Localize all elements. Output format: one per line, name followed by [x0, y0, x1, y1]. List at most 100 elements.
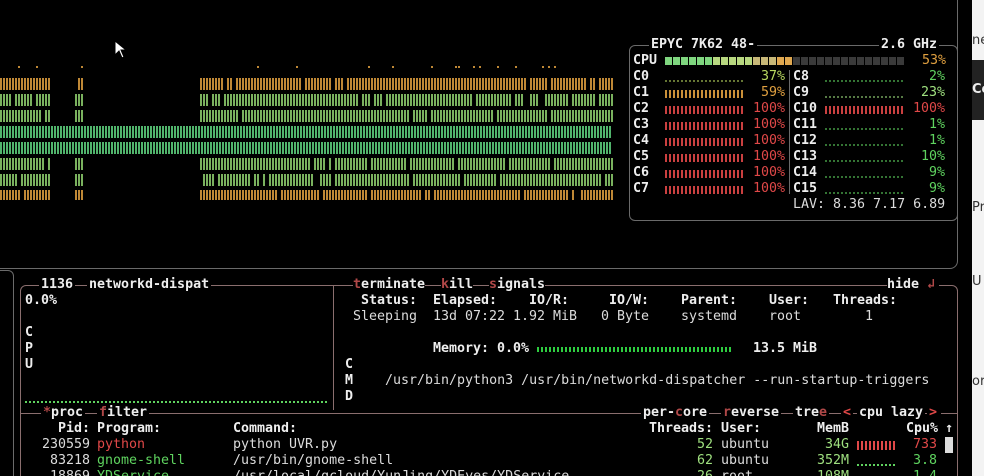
graph-mark [248, 78, 250, 90]
graph-mark [282, 142, 284, 154]
graph-mark [293, 174, 295, 186]
col-command[interactable]: Command: [233, 421, 298, 436]
graph-mark [458, 158, 460, 170]
cpu-total-bar [665, 57, 905, 65]
graph-mark [263, 78, 265, 90]
col-threads[interactable]: Threads: [648, 421, 713, 436]
graph-mark [539, 78, 541, 90]
graph-mark [447, 142, 449, 154]
graph-mark [375, 142, 377, 154]
graph-mark [12, 78, 14, 90]
graph-mark [305, 110, 307, 122]
sort-next-button[interactable]: > [927, 405, 942, 421]
graph-mark [371, 158, 373, 170]
terminate-button[interactable]: terminate [353, 277, 426, 293]
graph-mark [237, 126, 239, 138]
col-cpu[interactable]: Cpu% [905, 421, 938, 436]
graph-mark [330, 142, 332, 154]
graph-mark [453, 126, 455, 138]
sort-direction-icon[interactable]: ↑ [945, 421, 954, 436]
signals-key: s [489, 277, 498, 292]
graph-mark [263, 110, 265, 122]
value-io-w: 0 Byte [601, 309, 650, 324]
graph-mark [213, 142, 215, 154]
graph-mark [108, 142, 110, 154]
graph-mark [573, 142, 575, 154]
graph-mark [242, 78, 244, 90]
graph-mark [36, 66, 38, 68]
graph-mark [605, 78, 607, 90]
graph-mark [357, 142, 359, 154]
kill-button[interactable]: kill [441, 277, 474, 293]
graph-mark [311, 94, 313, 106]
graph-mark [18, 126, 20, 138]
graph-mark [438, 142, 440, 154]
graph-mark [581, 158, 583, 170]
col-pid[interactable]: Pid: [57, 421, 90, 436]
filter-key: f [99, 405, 108, 420]
graph-mark [581, 190, 583, 200]
graph-mark [359, 78, 361, 90]
filter-button[interactable]: filter [97, 405, 150, 421]
graph-mark [99, 126, 101, 138]
graph-mark [500, 94, 502, 106]
col-program[interactable]: Program: [97, 421, 162, 436]
signals-button[interactable]: signals [489, 277, 546, 293]
graph-mark [242, 94, 244, 106]
detail-cpu-graph-baseline [25, 401, 328, 403]
graph-mark [272, 158, 274, 170]
graph-mark [195, 142, 197, 154]
graph-mark [561, 126, 563, 138]
graph-mark [260, 190, 262, 200]
graph-mark [551, 94, 553, 106]
graph-mark [476, 78, 478, 90]
scrollbar-thumb[interactable] [945, 437, 953, 453]
graph-mark [494, 94, 496, 106]
graph-mark [84, 142, 86, 154]
tree-toggle[interactable]: tree [793, 405, 830, 421]
graph-mark [500, 110, 502, 122]
graph-mark [257, 190, 259, 200]
sort-prev-button[interactable]: < [841, 405, 854, 421]
graph-mark [434, 174, 436, 186]
graph-mark [443, 110, 445, 122]
graph-mark [174, 126, 176, 138]
graph-mark [372, 142, 374, 154]
detail-name: networkd-dispat [87, 277, 212, 293]
graph-mark [75, 110, 77, 122]
graph-mark [320, 94, 322, 106]
graph-mark [584, 94, 586, 106]
graph-mark [344, 174, 346, 186]
graph-mark [269, 174, 271, 186]
hide-button[interactable]: hide ↲ [887, 277, 940, 293]
graph-mark [335, 158, 337, 170]
reverse-toggle[interactable]: reverse [721, 405, 782, 421]
graph-mark [573, 126, 575, 138]
col-user[interactable]: User: [721, 421, 762, 436]
per-core-toggle[interactable]: per-core [641, 405, 710, 421]
graph-mark [606, 126, 608, 138]
graph-mark [242, 110, 244, 122]
graph-mark [488, 174, 490, 186]
graph-mark [432, 142, 434, 154]
graph-mark [129, 142, 131, 154]
graph-mark [0, 190, 2, 200]
value-io-r: 1.92 MiB [513, 309, 578, 324]
graph-mark [236, 110, 238, 122]
graph-mark [569, 174, 571, 186]
core-label: C14 [793, 165, 818, 180]
graph-mark [599, 190, 601, 200]
col-mem[interactable]: MemB [816, 421, 849, 436]
graph-mark [365, 78, 367, 90]
core-pct: 59% [760, 85, 785, 100]
graph-mark [572, 174, 574, 186]
graph-mark [293, 78, 295, 90]
graph-mark [392, 158, 394, 170]
graph-mark [452, 174, 454, 186]
graph-mark [242, 190, 244, 200]
graph-mark [335, 174, 337, 186]
graph-mark [395, 190, 397, 200]
graph-mark [455, 190, 457, 200]
graph-mark [566, 174, 568, 186]
graph-mark [51, 142, 53, 154]
